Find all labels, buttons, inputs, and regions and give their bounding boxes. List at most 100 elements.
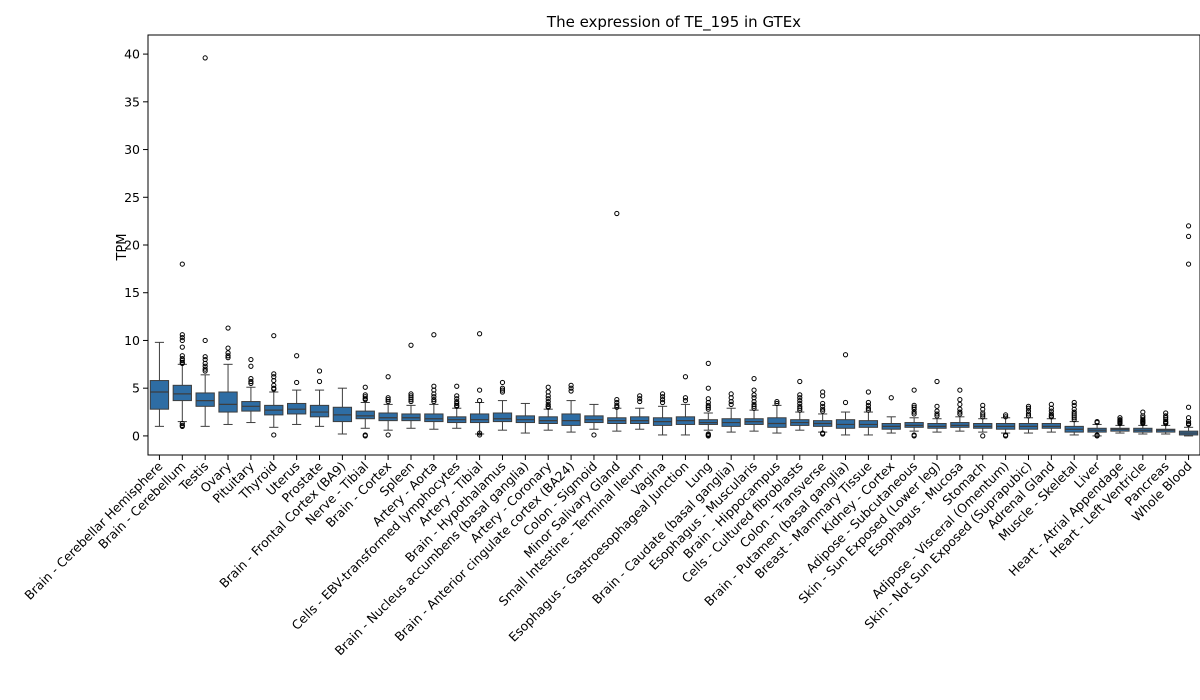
y-tick-label: 30 <box>124 142 140 157</box>
outlier-point <box>454 403 460 409</box>
y-tick-label: 20 <box>124 238 140 253</box>
outlier-point <box>202 368 208 374</box>
box-group <box>287 353 307 425</box>
outlier-point <box>385 398 391 405</box>
outlier-point <box>865 399 871 406</box>
box-group <box>675 374 696 436</box>
outlier-point <box>316 368 323 374</box>
outlier-point <box>294 379 300 386</box>
outlier-point <box>1185 404 1192 410</box>
y-tick-label: 15 <box>124 285 140 300</box>
outlier-point <box>1025 411 1032 417</box>
outlier-point <box>934 408 940 414</box>
outlier-point <box>568 382 574 388</box>
outlier-point <box>545 396 551 402</box>
outlier-point <box>225 325 231 331</box>
outlier-point <box>202 366 208 372</box>
outlier-point <box>980 433 986 439</box>
box-group <box>241 356 261 424</box>
outlier-point <box>820 408 826 414</box>
box-group <box>973 402 993 439</box>
outlier-point <box>225 353 231 359</box>
outlier-point <box>271 333 277 339</box>
box-group <box>744 376 764 432</box>
outlier-point <box>1163 420 1169 427</box>
box-group <box>1041 401 1061 433</box>
plot-area <box>149 55 1199 439</box>
outlier-point <box>774 400 780 407</box>
outlier-point <box>705 406 711 412</box>
box-group <box>790 378 810 431</box>
outlier-point <box>1094 433 1100 439</box>
outlier-point <box>842 399 849 406</box>
box-group <box>355 384 375 439</box>
outlier-point <box>1185 421 1192 428</box>
box-group <box>1110 415 1130 434</box>
outlier-point <box>431 391 437 397</box>
box-iqr <box>355 410 375 420</box>
box-group <box>927 378 947 433</box>
box-group <box>218 325 238 425</box>
box-group <box>1178 223 1199 437</box>
box-group <box>1087 418 1107 439</box>
outlier-point <box>294 353 300 359</box>
outlier-point <box>248 376 254 382</box>
outlier-point <box>408 342 414 348</box>
y-tick-label: 10 <box>124 333 140 348</box>
outlier-point <box>957 401 963 408</box>
outlier-point <box>614 402 620 408</box>
outlier-point <box>271 377 277 384</box>
outlier-point <box>751 403 757 409</box>
outlier-point <box>454 400 460 407</box>
box-group <box>195 55 215 427</box>
outlier-point <box>431 398 437 405</box>
box-iqr <box>424 413 444 423</box>
box-group <box>378 374 398 438</box>
outlier-point <box>751 398 757 405</box>
outlier-point <box>614 404 620 410</box>
outlier-point <box>911 387 917 393</box>
outlier-point <box>179 420 185 427</box>
outlier-point <box>980 414 986 420</box>
outlier-point <box>271 432 277 438</box>
outlier-point <box>362 397 368 403</box>
outlier-point <box>797 400 803 407</box>
outlier-point <box>545 401 551 408</box>
outlier-point <box>431 394 437 400</box>
outlier-point <box>1025 405 1032 411</box>
outlier-point <box>477 331 483 337</box>
outlier-point <box>202 337 208 344</box>
outlier-point <box>934 403 940 409</box>
outlier-point <box>682 374 689 380</box>
box-group <box>858 389 879 436</box>
outlier-point <box>911 404 917 410</box>
y-tick-label: 40 <box>124 47 140 62</box>
box-group <box>835 352 856 436</box>
outlier-point <box>1185 261 1192 267</box>
outlier-point <box>1025 413 1032 419</box>
box-iqr <box>378 412 398 422</box>
outlier-point <box>179 334 185 341</box>
box-group <box>561 382 581 433</box>
box-group <box>584 403 604 438</box>
outlier-point <box>477 430 483 436</box>
outlier-point <box>1071 415 1077 421</box>
outlier-point <box>637 398 643 405</box>
outlier-point <box>957 411 963 417</box>
outlier-point <box>957 409 963 415</box>
outlier-point <box>271 386 277 392</box>
box-group <box>172 261 192 429</box>
outlier-point <box>797 392 803 398</box>
box-iqr <box>172 384 192 402</box>
box-iqr <box>469 413 490 424</box>
chart-title: The expression of TE_195 in GTEx <box>546 13 801 32</box>
outlier-point <box>1163 410 1169 416</box>
outlier-point <box>568 388 574 394</box>
outlier-point <box>934 413 940 419</box>
box-group <box>1156 410 1176 435</box>
box-group <box>149 341 170 427</box>
box-iqr <box>195 392 215 407</box>
outlier-point <box>1003 433 1009 439</box>
y-tick-label: 25 <box>124 190 140 205</box>
outlier-point <box>751 376 757 382</box>
